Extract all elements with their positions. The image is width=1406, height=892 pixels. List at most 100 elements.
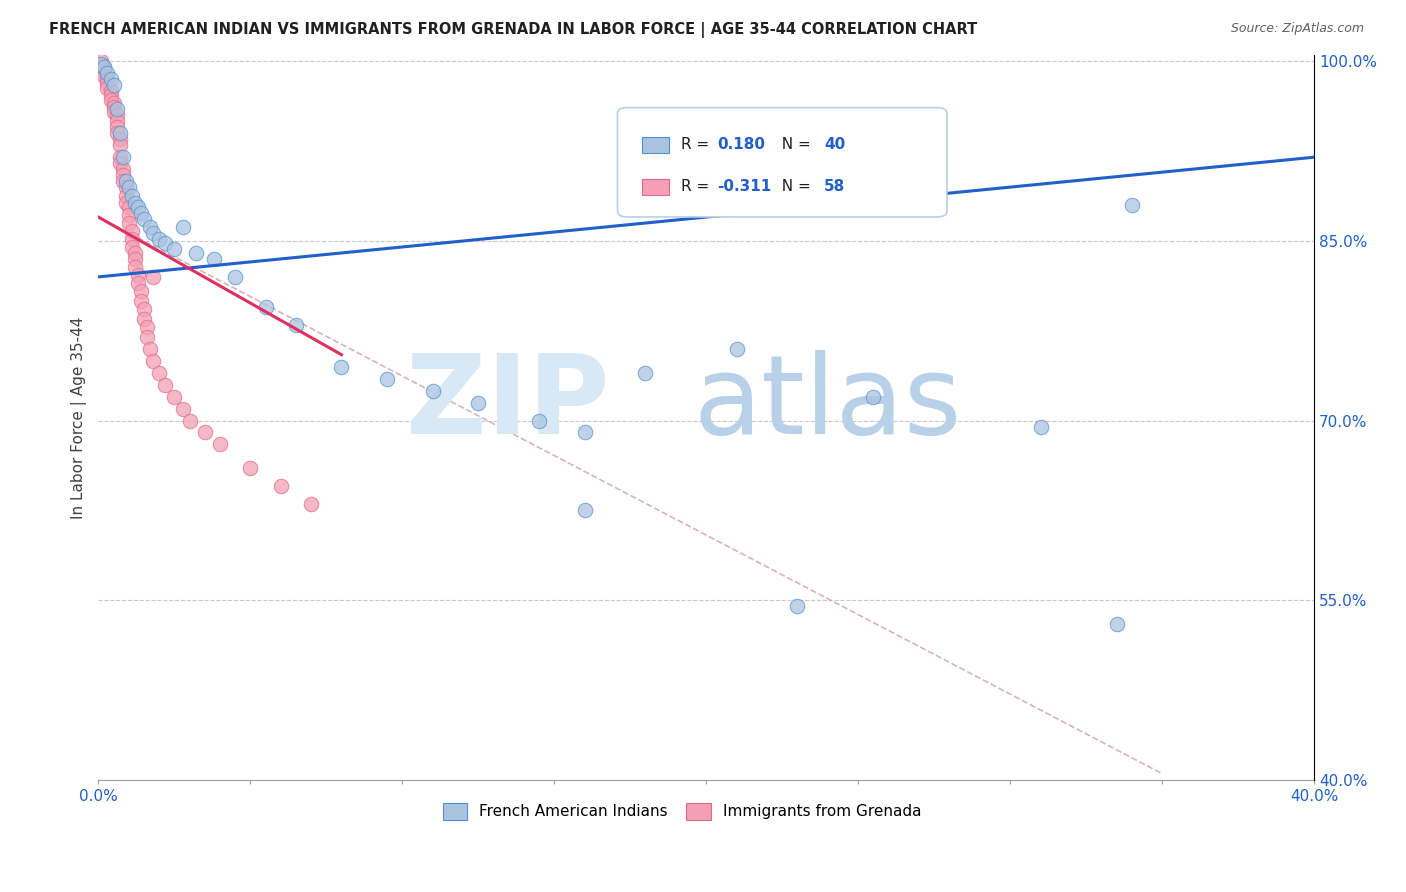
Point <box>96 66 118 80</box>
Point <box>142 353 165 368</box>
Point <box>1105 617 1128 632</box>
Point <box>284 318 307 332</box>
Point <box>124 195 146 210</box>
Point <box>105 114 128 128</box>
Text: R =: R = <box>681 179 714 194</box>
Point <box>132 311 155 326</box>
Point <box>103 100 125 114</box>
Point <box>239 461 262 475</box>
FancyBboxPatch shape <box>617 108 946 217</box>
Text: 58: 58 <box>824 179 845 194</box>
Point <box>148 231 170 245</box>
Point <box>142 269 165 284</box>
Text: -0.311: -0.311 <box>717 179 772 194</box>
Y-axis label: In Labor Force | Age 35-44: In Labor Force | Age 35-44 <box>72 317 87 519</box>
Point <box>105 103 128 117</box>
Point <box>163 243 186 257</box>
Point <box>142 226 165 240</box>
Point <box>111 168 134 182</box>
Text: FRENCH AMERICAN INDIAN VS IMMIGRANTS FROM GRENADA IN LABOR FORCE | AGE 35-44 COR: FRENCH AMERICAN INDIAN VS IMMIGRANTS FRO… <box>49 22 977 38</box>
Point <box>127 268 149 282</box>
Point <box>103 78 125 93</box>
Point <box>108 138 131 153</box>
Point <box>114 195 136 210</box>
Point <box>108 132 131 146</box>
Point <box>124 260 146 275</box>
Point <box>467 395 489 409</box>
Point <box>129 293 152 308</box>
Point <box>103 96 125 111</box>
Point <box>574 503 596 517</box>
Point <box>224 269 246 284</box>
Point <box>105 108 128 122</box>
Point <box>96 72 118 87</box>
Bar <box>641 136 668 153</box>
Point <box>111 150 134 164</box>
Point <box>129 285 152 299</box>
Text: N =: N = <box>772 179 815 194</box>
Point <box>108 150 131 164</box>
Point <box>330 359 353 374</box>
Text: atlas: atlas <box>693 350 962 457</box>
Point <box>118 201 141 215</box>
Point <box>108 126 131 140</box>
Point <box>103 104 125 119</box>
Point <box>127 276 149 290</box>
Point <box>121 224 143 238</box>
Point <box>93 64 115 78</box>
Text: N =: N = <box>772 137 815 153</box>
Point <box>114 188 136 202</box>
Point <box>96 80 118 95</box>
Point <box>172 219 194 234</box>
Legend: French American Indians, Immigrants from Grenada: French American Indians, Immigrants from… <box>436 797 928 826</box>
Point <box>574 425 596 440</box>
Text: 40: 40 <box>824 137 845 153</box>
Point <box>422 384 444 398</box>
Point <box>375 371 398 385</box>
Point <box>121 188 143 202</box>
Point <box>184 246 207 260</box>
Text: 0.180: 0.180 <box>717 137 765 153</box>
Point <box>118 216 141 230</box>
Point <box>270 479 292 493</box>
Point <box>155 377 177 392</box>
Point <box>124 252 146 266</box>
Point <box>111 162 134 177</box>
Point <box>172 401 194 416</box>
Point <box>634 366 657 380</box>
Point <box>121 240 143 254</box>
Point <box>139 342 162 356</box>
Point <box>93 61 115 75</box>
Point <box>132 212 155 227</box>
Point <box>139 219 162 234</box>
Point <box>114 180 136 194</box>
Bar <box>641 178 668 194</box>
Point <box>93 61 115 75</box>
Point <box>100 87 122 102</box>
Point <box>132 302 155 317</box>
Point <box>129 206 152 220</box>
Point <box>862 390 884 404</box>
Point <box>100 84 122 98</box>
Point <box>1121 198 1143 212</box>
Point <box>208 437 231 451</box>
Point <box>121 231 143 245</box>
Point <box>108 156 131 170</box>
Point <box>1029 419 1052 434</box>
Point <box>299 497 322 511</box>
Text: R =: R = <box>681 137 714 153</box>
Point <box>194 425 217 440</box>
Point <box>127 201 149 215</box>
Point <box>90 54 112 69</box>
Point <box>179 413 201 427</box>
Point <box>100 93 122 107</box>
Point <box>118 180 141 194</box>
Point <box>163 390 186 404</box>
Point <box>527 413 550 427</box>
Point <box>155 236 177 251</box>
Point <box>100 72 122 87</box>
Point <box>93 69 115 83</box>
Point <box>96 76 118 90</box>
Point <box>136 330 159 344</box>
Point <box>148 366 170 380</box>
